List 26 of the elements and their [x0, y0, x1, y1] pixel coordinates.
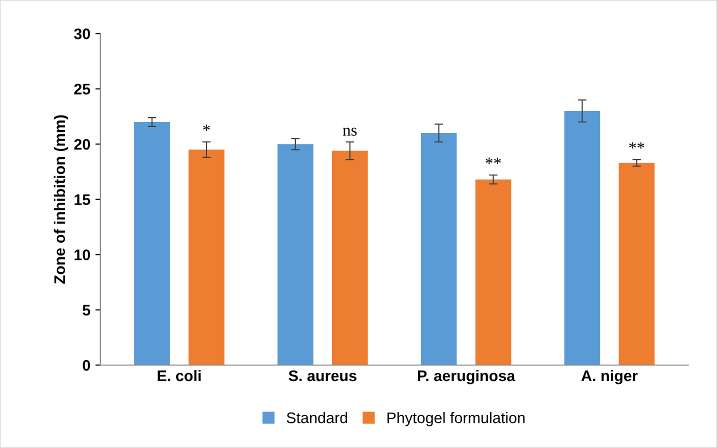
x-tick-label: E. coli — [158, 370, 201, 382]
x-tick-label: A. niger — [581, 370, 638, 384]
bar — [475, 179, 512, 366]
y-tick-label: 25 — [74, 84, 90, 95]
x-tick-label: S. aureus — [288, 370, 356, 382]
y-tick-label: 30 — [74, 28, 90, 40]
bar — [564, 110, 600, 366]
bar — [420, 133, 457, 366]
legend-label: Phytogel formulation — [388, 412, 525, 426]
bar — [188, 150, 224, 366]
y-tick-label: 15 — [74, 194, 90, 206]
annotation: ** — [486, 158, 501, 164]
bar — [332, 150, 368, 366]
y-tick-label: 0 — [82, 360, 90, 371]
y-tick-label: 20 — [74, 138, 90, 150]
y-tick-label: 10 — [74, 249, 90, 260]
legend-label: Standard — [286, 412, 348, 424]
x-tick-label: P. aeruginosa — [418, 370, 516, 384]
y-axis-title: Zone of inhibition (mm) — [54, 115, 68, 284]
bar — [277, 144, 314, 366]
annotation: * — [203, 124, 210, 131]
y-tick-label: 5 — [82, 304, 90, 316]
annotation: ** — [629, 142, 644, 148]
annotation: ns — [342, 128, 357, 136]
bar — [618, 162, 655, 366]
bar — [134, 122, 170, 366]
